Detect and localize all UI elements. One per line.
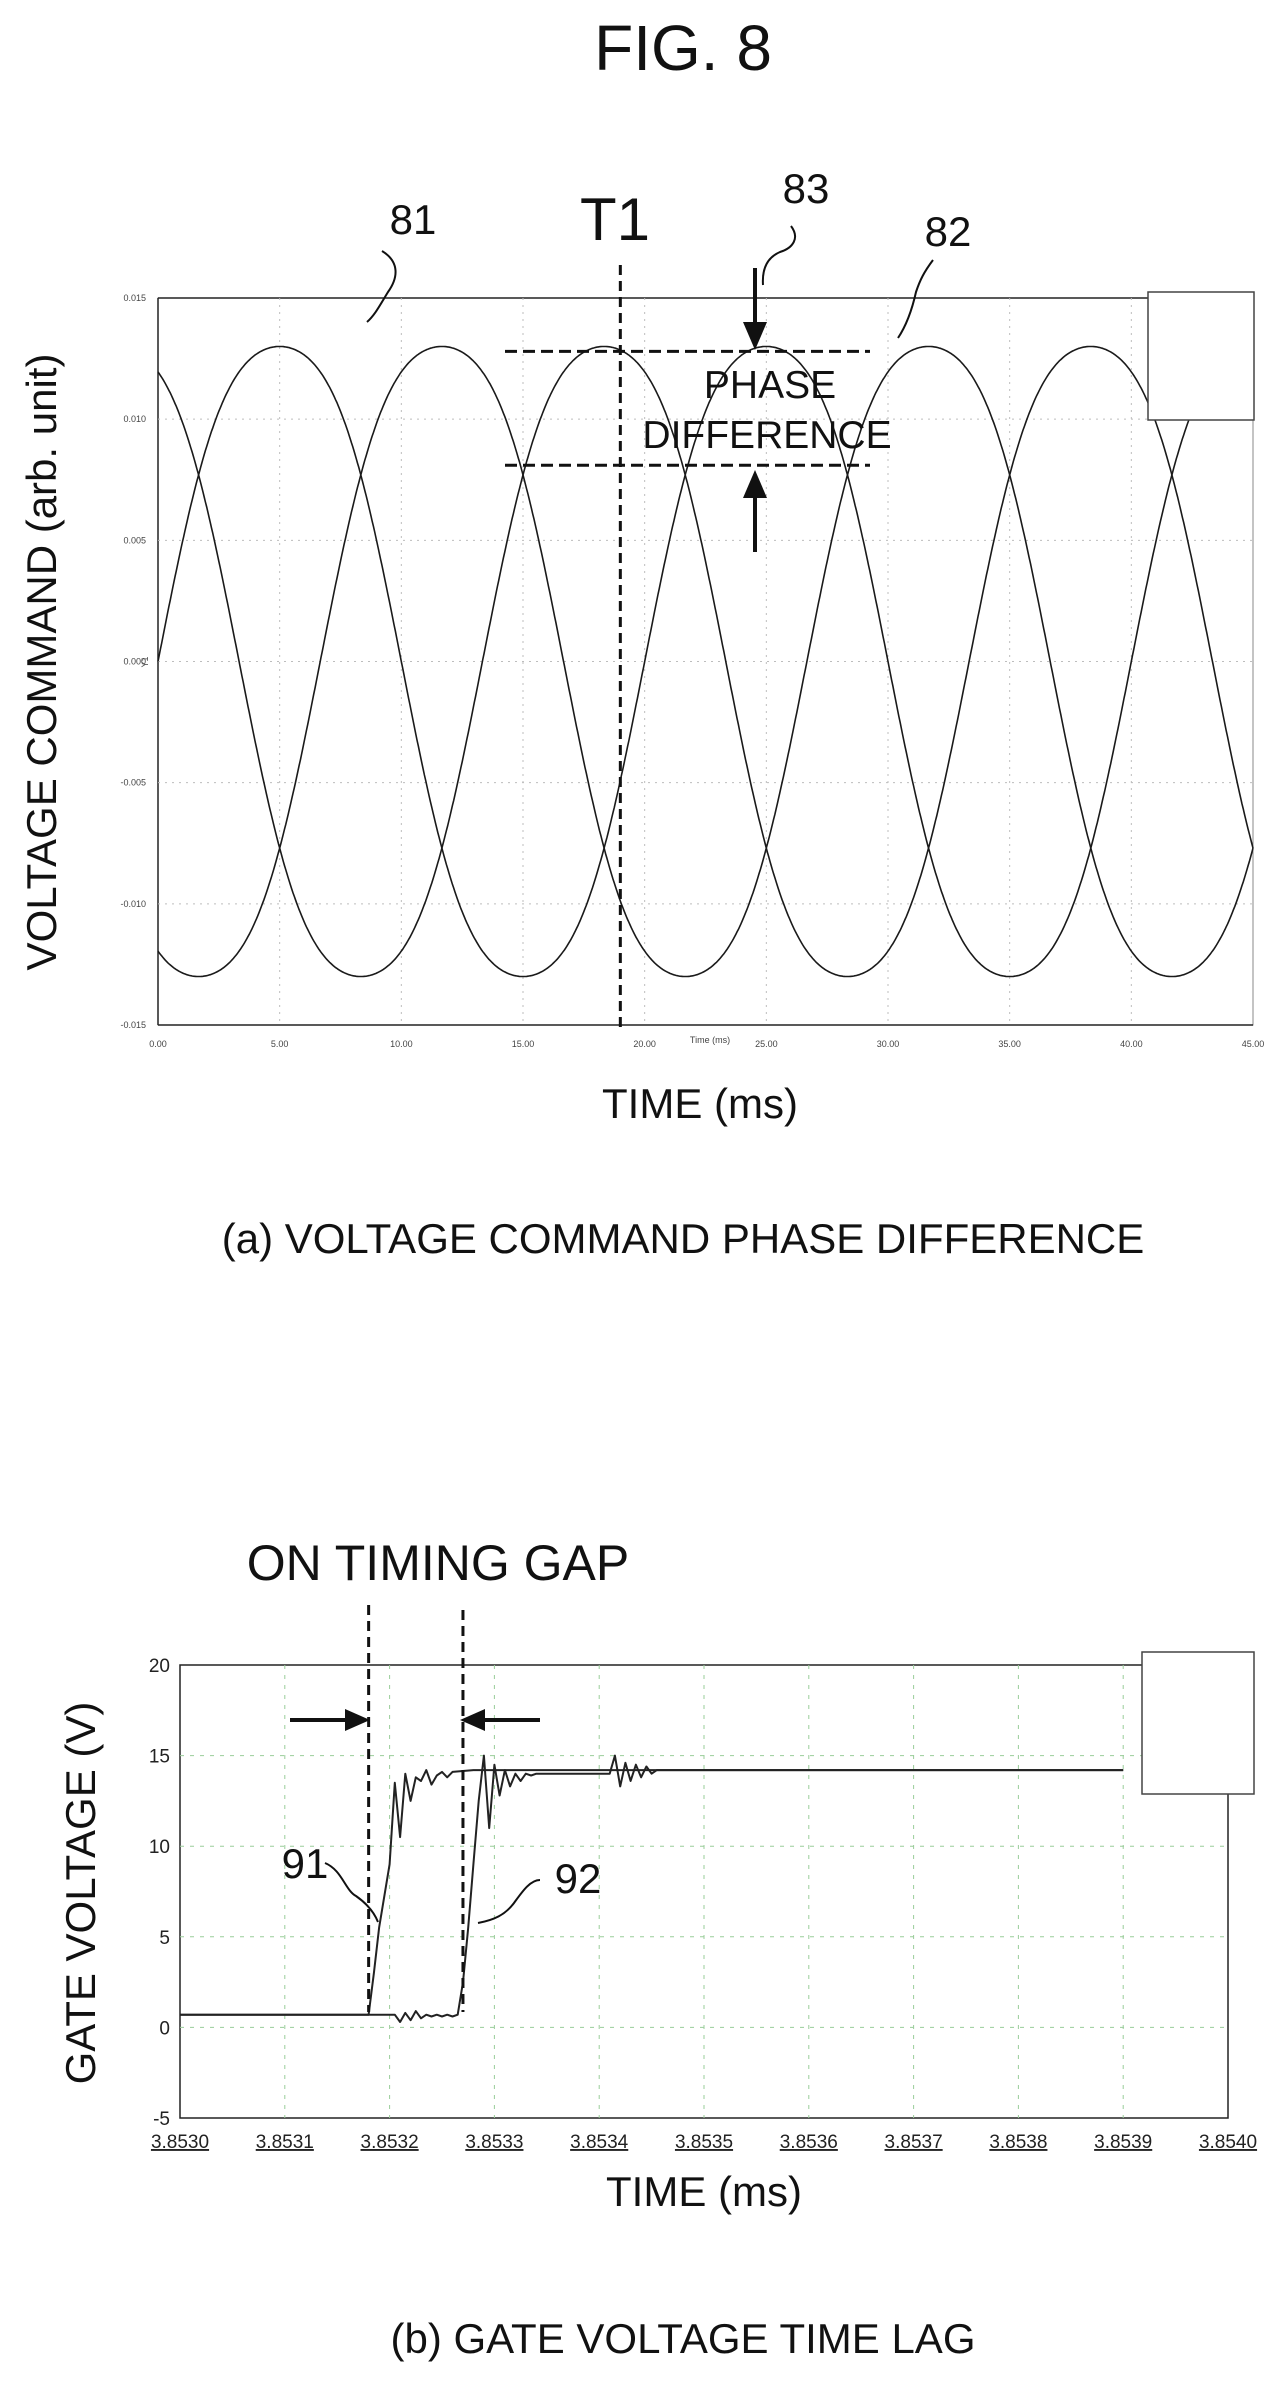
x-tick-label: 3.8531 [256, 2132, 314, 2153]
series-line-83 [157, 345, 1254, 978]
series-line-82 [157, 345, 1254, 978]
series-label-82: 82 [925, 208, 972, 255]
gap-label: ON TIMING GAP [247, 1535, 629, 1591]
panel-b-chart: 20 15 10 5 0 -5 3.8530 3.8531 3.8532 3.8533 3.853… [57, 1535, 1257, 2215]
caption-a: (a) VOLTAGE COMMAND PHASE DIFFERENCE [222, 1215, 1145, 1262]
series-line-92 [180, 1754, 1124, 2023]
inner-x-label: Time (ms) [690, 1035, 730, 1045]
leader-83 [761, 225, 796, 286]
y-tick-label: 0.000 [123, 657, 146, 667]
y-tick-label: 0.015 [123, 293, 146, 303]
series-label-91: 91 [282, 1840, 329, 1887]
inner-y-label: Y1 [140, 656, 150, 667]
series-label-81: 81 [390, 196, 437, 243]
panel-b-x-title: TIME (ms) [606, 2168, 802, 2215]
y-tick-label: -0.010 [120, 899, 146, 909]
x-tick-label: 5.00 [271, 1039, 289, 1049]
y-tick-label: 0.010 [123, 414, 146, 424]
x-tick-label: 25.00 [755, 1039, 778, 1049]
y-tick-label: -0.005 [120, 778, 146, 788]
x-tick-label: 10.00 [390, 1039, 413, 1049]
gap-arrow-right [290, 1709, 370, 1731]
leader-91 [324, 1862, 379, 1923]
y-tick-label: -0.015 [120, 1020, 146, 1030]
x-tick-label: 0.00 [149, 1039, 167, 1049]
series-label-83: 83 [783, 165, 830, 212]
gap-arrow-left [460, 1709, 540, 1731]
panel-a-y-title: VOLTAGE COMMAND (arb. unit) [18, 354, 65, 971]
x-tick-label: 3.8532 [361, 2132, 419, 2153]
x-tick-label: 3.8538 [989, 2132, 1047, 2153]
x-tick-label: 45.00 [1242, 1039, 1265, 1049]
y-tick-label: 0.005 [123, 535, 146, 545]
leader-82 [897, 259, 934, 339]
t1-label: T1 [580, 186, 650, 253]
panel-b-y-title: GATE VOLTAGE (V) [57, 1702, 104, 2085]
x-tick-label: 3.8537 [885, 2132, 943, 2153]
x-tick-label: 3.8536 [780, 2132, 838, 2153]
panel-b-legend-box [1141, 1651, 1255, 1795]
x-tick-label: 3.8533 [465, 2132, 523, 2153]
phase-arrow-down [743, 268, 767, 350]
y-tick-label: 10 [149, 1837, 170, 1858]
x-tick-label: 3.8535 [675, 2132, 733, 2153]
x-tick-label: 3.8539 [1094, 2132, 1152, 2153]
caption-b: (b) GATE VOLTAGE TIME LAG [390, 2315, 975, 2362]
series-line-91 [180, 1769, 1124, 2016]
x-tick-label: 35.00 [998, 1039, 1021, 1049]
x-tick-label: 3.8534 [570, 2132, 629, 2153]
x-tick-label: 40.00 [1120, 1039, 1143, 1049]
y-tick-label: 15 [149, 1747, 170, 1768]
panel-a-chart: 0.015 0.010 0.005 0.000 -0.005 -0.010 -0.015 0… [18, 165, 1264, 1127]
leader-92 [477, 1879, 541, 1924]
y-tick-label: 5 [159, 1928, 170, 1949]
x-tick-label: 30.00 [877, 1039, 900, 1049]
panel-a-x-title: TIME (ms) [602, 1080, 798, 1127]
y-tick-label: 20 [149, 1656, 170, 1677]
y-tick-label: 0 [159, 2018, 170, 2039]
phase-label-line1: PHASE [704, 364, 836, 407]
x-tick-label: 3.8530 [151, 2132, 209, 2153]
leader-81 [366, 250, 397, 323]
x-tick-label: 3.8540 [1199, 2132, 1257, 2153]
series-line-81 [157, 345, 1253, 978]
x-tick-label: 15.00 [512, 1039, 535, 1049]
panel-b-plot-frame [179, 1664, 1229, 2119]
phase-label-line2: DIFFERENCE [642, 414, 891, 457]
figure-title: FIG. 8 [594, 12, 772, 84]
panel-a-legend-box [1147, 291, 1255, 421]
series-label-92: 92 [555, 1855, 602, 1902]
x-tick-label: 20.00 [633, 1039, 656, 1049]
y-tick-label: -5 [153, 2109, 170, 2130]
phase-arrow-up [743, 470, 767, 552]
